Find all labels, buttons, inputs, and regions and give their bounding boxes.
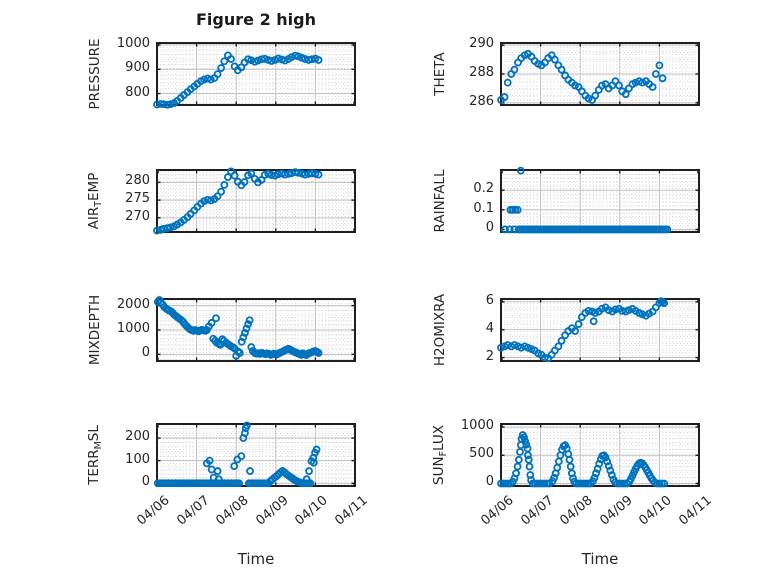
y-tick-label: 1000 [116, 35, 150, 51]
x-axis-label-right: Time [581, 550, 619, 568]
y-tick-label: 2000 [116, 296, 150, 312]
y-tick-label: 275 [125, 191, 150, 207]
x-axis-label-left: Time [237, 550, 275, 568]
x-tick-label: 04/09 [597, 493, 636, 529]
x-tick-label: 04/06 [478, 493, 517, 529]
y-tick-label: 270 [125, 208, 150, 224]
x-tick-label: 04/07 [173, 493, 213, 529]
subplot-sun_flux [497, 423, 700, 488]
scatter-markers [497, 49, 667, 104]
y-tick-label: 200 [125, 429, 150, 445]
y-tick-label: 100 [125, 451, 150, 467]
scatter-markers [153, 167, 323, 235]
y-tick-label: 280 [125, 173, 150, 189]
y-tick-label: 288 [469, 65, 494, 80]
y-tick-label: 0 [141, 345, 150, 361]
x-tick-label: 04/08 [557, 493, 596, 529]
scatter-markers [153, 51, 323, 109]
x-tick-label: 04/10 [292, 493, 332, 529]
scatter-markers [497, 297, 669, 363]
scatter-markers [153, 296, 323, 360]
y-tick-label: 0 [485, 474, 494, 490]
scatter-markers [153, 421, 321, 488]
y-axis-label-air_temp: AIRTEMP [86, 172, 104, 230]
x-tick-label: 04/11 [676, 493, 715, 529]
y-tick-label: 0.2 [473, 181, 494, 197]
y-axis-label-terr_msl: TERRMSL [86, 425, 104, 485]
x-tick-label: 04/07 [517, 493, 557, 529]
subplot-terr_msl [153, 421, 356, 488]
subplot-air_temp [153, 167, 356, 235]
x-tick-label: 04/11 [332, 493, 371, 529]
y-tick-label: 0 [485, 220, 494, 236]
x-tick-label: 04/06 [134, 493, 173, 529]
scatter-markers [497, 431, 669, 488]
x-tick-label: 04/10 [636, 493, 676, 529]
y-tick-label: 800 [125, 84, 150, 100]
subplot-mixdepth [153, 296, 356, 362]
y-axis-label-rainfall: RAINFALL [432, 169, 448, 233]
y-tick-label: 290 [469, 36, 494, 52]
x-tick-label: 04/08 [213, 493, 252, 529]
x-tick-label: 04/09 [253, 493, 292, 529]
y-tick-label: 6 [485, 292, 494, 308]
y-tick-label: 4 [485, 320, 494, 336]
y-axis-label-mixdepth: MIXDEPTH [87, 294, 103, 366]
y-tick-label: 500 [469, 446, 494, 462]
y-tick-label: 0.1 [473, 200, 494, 216]
y-tick-label: 286 [469, 93, 494, 109]
subplot-h2omixra [497, 297, 700, 363]
y-axis-label-sun_flux: SUNFLUX [431, 425, 449, 485]
subplot-rainfall [500, 166, 700, 234]
figure-title: Figure 2 high [196, 10, 316, 29]
subplot-theta [497, 42, 700, 106]
scatter-markers [501, 166, 672, 234]
y-tick-label: 2 [485, 348, 494, 364]
y-tick-label: 1000 [116, 321, 150, 336]
y-axis-label-pressure: PRESSURE [87, 38, 103, 110]
y-axis-label-h2omixra: H2OMIXRA [432, 293, 448, 367]
y-axis-label-theta: THETA [432, 52, 448, 96]
subplot-pressure [153, 42, 356, 109]
y-tick-label: 1000 [460, 418, 494, 434]
y-tick-label: 0 [141, 474, 150, 490]
y-tick-label: 900 [125, 60, 150, 76]
